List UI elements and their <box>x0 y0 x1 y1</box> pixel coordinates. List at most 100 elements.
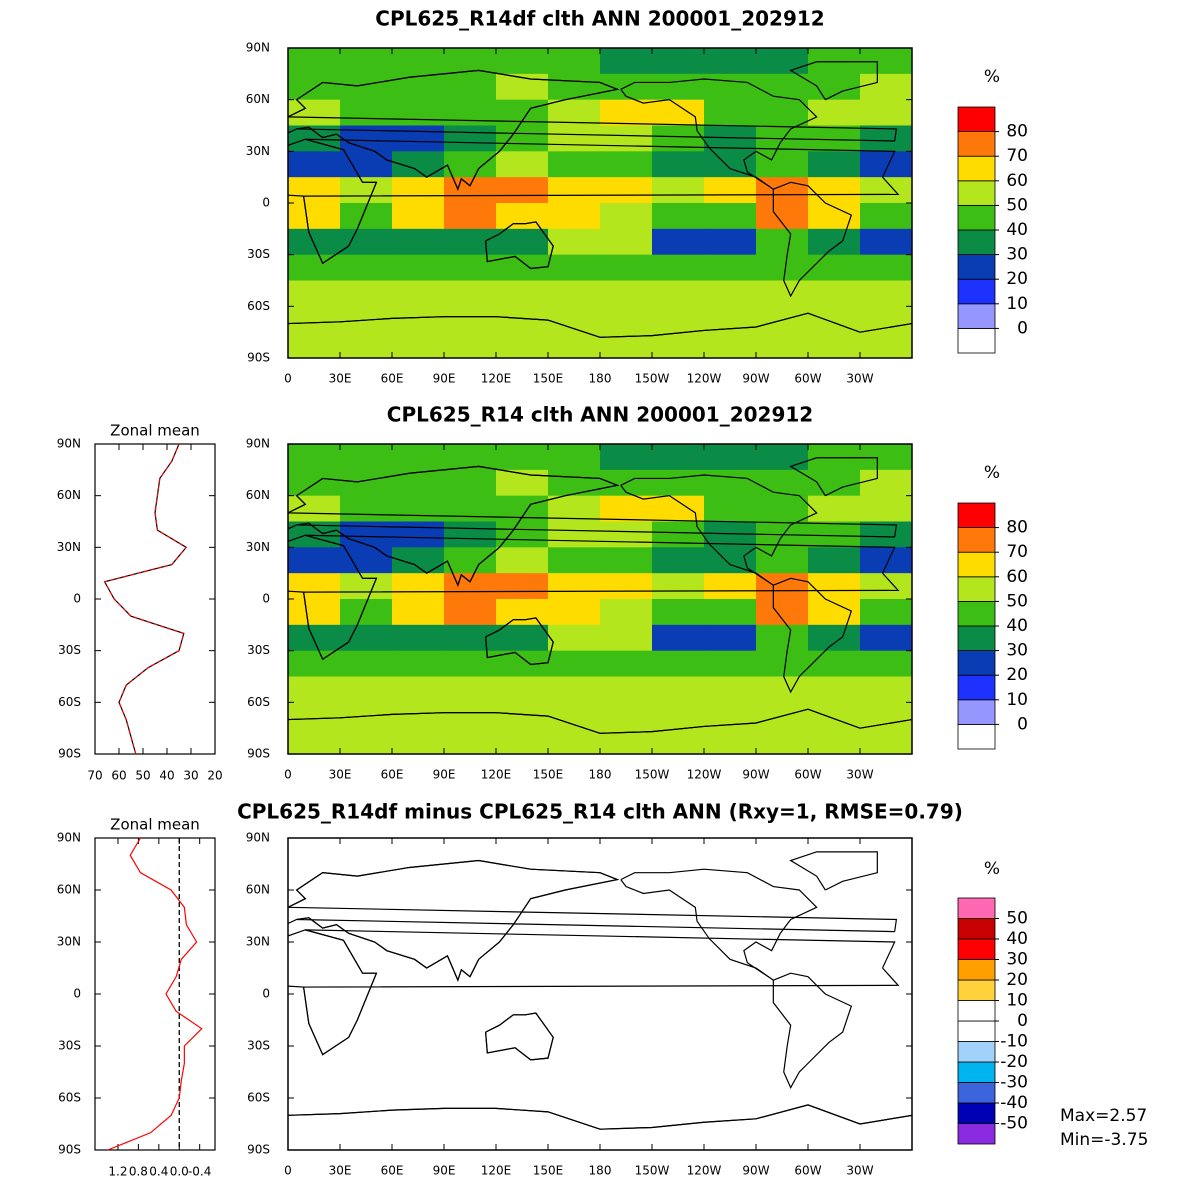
coastline <box>0 475 193 585</box>
colorbar-box <box>957 303 996 329</box>
contour-cell <box>288 469 341 497</box>
contour-cell <box>704 1072 757 1099</box>
colorbar-box <box>957 938 996 960</box>
colorbar-label: 80 <box>1006 122 1028 142</box>
coastline <box>167 62 254 100</box>
x-tick-label: 120E <box>481 1164 512 1178</box>
colorbar-box <box>957 979 996 1001</box>
contour-cell <box>444 73 497 101</box>
contour-cell <box>288 838 341 865</box>
colorbar-box <box>957 1020 996 1042</box>
colorbar-label: 20 <box>1006 665 1028 685</box>
y-tick-label: 30S <box>58 1039 81 1053</box>
contour-cell <box>392 48 445 75</box>
contour-cell <box>340 573 393 600</box>
y-tick-label: 30N <box>57 540 81 554</box>
contour-cell <box>444 228 497 256</box>
contour-cell <box>444 702 497 729</box>
contour-cell <box>340 864 393 891</box>
contour-cell <box>392 495 445 522</box>
contour-cell <box>808 968 861 995</box>
contour-cell <box>496 942 549 969</box>
contour-cell <box>444 48 497 75</box>
colorbar-box <box>957 254 996 280</box>
colorbar-box <box>957 959 996 981</box>
colorbar-box <box>957 674 996 701</box>
contour-cell <box>392 1098 445 1125</box>
contour-cell <box>600 254 653 281</box>
contour-cell <box>600 942 653 969</box>
plot-title: Zonal mean <box>110 422 200 440</box>
contour-cell <box>548 547 601 574</box>
contour-cell <box>444 942 497 969</box>
x-tick-label: 30E <box>329 1164 352 1178</box>
x-tick-label: 120W <box>687 1164 722 1178</box>
colorbar-box <box>957 502 996 529</box>
contour-cell <box>548 994 601 1021</box>
contour-cell <box>808 306 861 333</box>
contour-cell <box>600 306 653 333</box>
contour-cell <box>496 125 549 152</box>
contour-cell <box>444 676 497 703</box>
colorbar-label: 30 <box>1006 245 1028 265</box>
contour-cell <box>808 48 861 75</box>
colorbar-box <box>957 601 996 627</box>
colorbar-box <box>957 204 996 231</box>
colorbar-label: 10 <box>1006 294 1028 314</box>
coastline <box>911 906 912 908</box>
contour-cell <box>444 1046 497 1073</box>
x-tick-label: 60E <box>381 768 404 782</box>
contour-cell <box>652 48 705 75</box>
contour-cell <box>600 650 653 677</box>
contour-cell <box>652 650 705 677</box>
contour-cell <box>444 444 497 471</box>
contour-cell <box>704 151 757 178</box>
contour-cell <box>808 547 861 574</box>
coastline <box>911 1114 912 1116</box>
contour-cell <box>704 203 757 230</box>
contour-cell <box>340 838 393 865</box>
contour-cell <box>340 650 393 677</box>
contour-cell <box>392 1046 445 1073</box>
contour-cell <box>548 650 601 677</box>
contour-cell <box>496 228 549 256</box>
contour-cell <box>860 1098 913 1125</box>
contour-cell <box>756 444 809 471</box>
contour-cell <box>392 228 445 256</box>
contour-cell <box>392 916 445 943</box>
x-tick-label: 180 <box>589 372 612 386</box>
contour-cell <box>548 444 601 471</box>
x-tick-label: 30W <box>846 768 873 782</box>
contour-cell <box>340 254 393 281</box>
contour-cell <box>288 1072 341 1099</box>
colorbar-label: 70 <box>1006 542 1028 562</box>
contour-cell <box>444 521 497 548</box>
contour-cell <box>704 942 757 969</box>
contour-cell <box>808 650 861 677</box>
x-tick-label: 120W <box>687 768 722 782</box>
contour-cell <box>392 125 445 152</box>
contour-cell <box>392 624 445 652</box>
contour-cell <box>808 254 861 281</box>
contour-cell <box>444 151 497 178</box>
contour-cell <box>600 444 653 471</box>
y-tick-label: 60S <box>58 695 81 709</box>
contour-cell <box>704 254 757 281</box>
contour-cell <box>392 254 445 281</box>
y-tick-label: 90N <box>246 437 270 451</box>
coastline <box>911 322 912 324</box>
y-tick-label: 30N <box>246 935 270 949</box>
contour-cell <box>756 890 809 917</box>
contour-cell <box>756 203 809 230</box>
contour-cell <box>860 306 913 333</box>
contour-cell <box>808 838 861 865</box>
y-tick-label: 90N <box>57 831 81 845</box>
contour-cell <box>496 1124 549 1151</box>
contour-cell <box>288 332 341 359</box>
contour-cell <box>860 332 913 359</box>
contour-cell <box>600 702 653 729</box>
coastline <box>911 116 912 118</box>
contour-cell <box>496 1072 549 1099</box>
x-tick-label: 90E <box>433 372 456 386</box>
contour-cell <box>444 624 497 652</box>
